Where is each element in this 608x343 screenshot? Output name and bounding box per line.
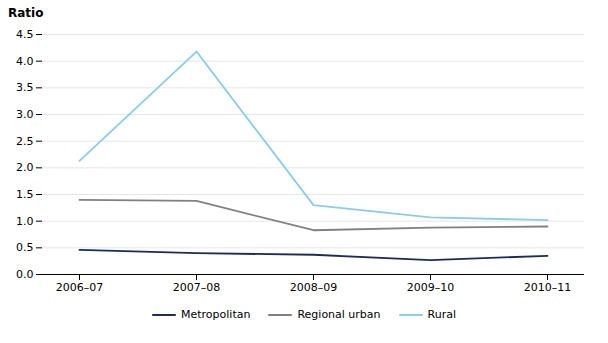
svg-text:2.0: 2.0 bbox=[16, 161, 34, 174]
html-text:Rural: Rural bbox=[427, 308, 456, 321]
svg-text:0.0: 0.0 bbox=[16, 268, 34, 281]
svg-text:1.0: 1.0 bbox=[16, 215, 34, 228]
svg-text:4.0: 4.0 bbox=[16, 55, 34, 68]
svg-text:2006–07: 2006–07 bbox=[56, 281, 104, 294]
svg-text:4.5: 4.5 bbox=[16, 28, 34, 41]
svg-text:0.5: 0.5 bbox=[16, 241, 34, 254]
svg-text:2007–08: 2007–08 bbox=[173, 281, 221, 294]
html-text:Ratio: Ratio bbox=[8, 6, 44, 20]
svg-text:2.5: 2.5 bbox=[16, 135, 34, 148]
svg-text:2009–10: 2009–10 bbox=[407, 281, 455, 294]
svg-text:3.5: 3.5 bbox=[16, 81, 34, 94]
svg-text:1.5: 1.5 bbox=[16, 188, 34, 201]
svg-text:2010–11: 2010–11 bbox=[524, 281, 572, 294]
html-text:Metropolitan: Metropolitan bbox=[181, 308, 251, 321]
html-text:Regional urban: Regional urban bbox=[297, 308, 381, 321]
svg-text:2008–09: 2008–09 bbox=[290, 281, 338, 294]
svg-text:3.0: 3.0 bbox=[16, 108, 34, 121]
